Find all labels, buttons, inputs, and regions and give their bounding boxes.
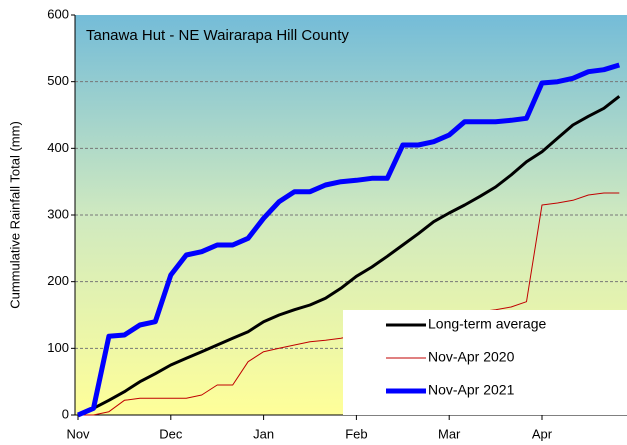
chart-title: Tanawa Hut - NE Wairarapa Hill County xyxy=(86,27,349,44)
y-tick-label: 200 xyxy=(47,273,69,288)
x-tick-label: Apr xyxy=(532,426,553,441)
legend-label: Nov-Apr 2020 xyxy=(428,349,515,365)
x-tick-label: Nov xyxy=(66,426,90,441)
y-tick-label: 500 xyxy=(47,73,69,88)
y-tick-label: 100 xyxy=(47,340,69,355)
legend-label: Nov-Apr 2021 xyxy=(428,382,515,398)
x-tick-label: Jan xyxy=(253,426,274,441)
y-tick-label: 600 xyxy=(47,6,69,21)
y-tick-label: 0 xyxy=(62,406,69,421)
series-line xyxy=(77,95,621,417)
y-tick-label: 400 xyxy=(47,140,69,155)
x-tick-label: Dec xyxy=(159,426,183,441)
legend xyxy=(343,310,627,415)
y-tick-label: 300 xyxy=(47,206,69,221)
series-line xyxy=(77,62,621,418)
legend-label: Long-term average xyxy=(428,316,547,332)
y-axis-label: Cummulative Rainfall Total (mm) xyxy=(7,121,22,309)
x-tick-label: Mar xyxy=(438,426,461,441)
x-tick-label: Feb xyxy=(345,426,367,441)
